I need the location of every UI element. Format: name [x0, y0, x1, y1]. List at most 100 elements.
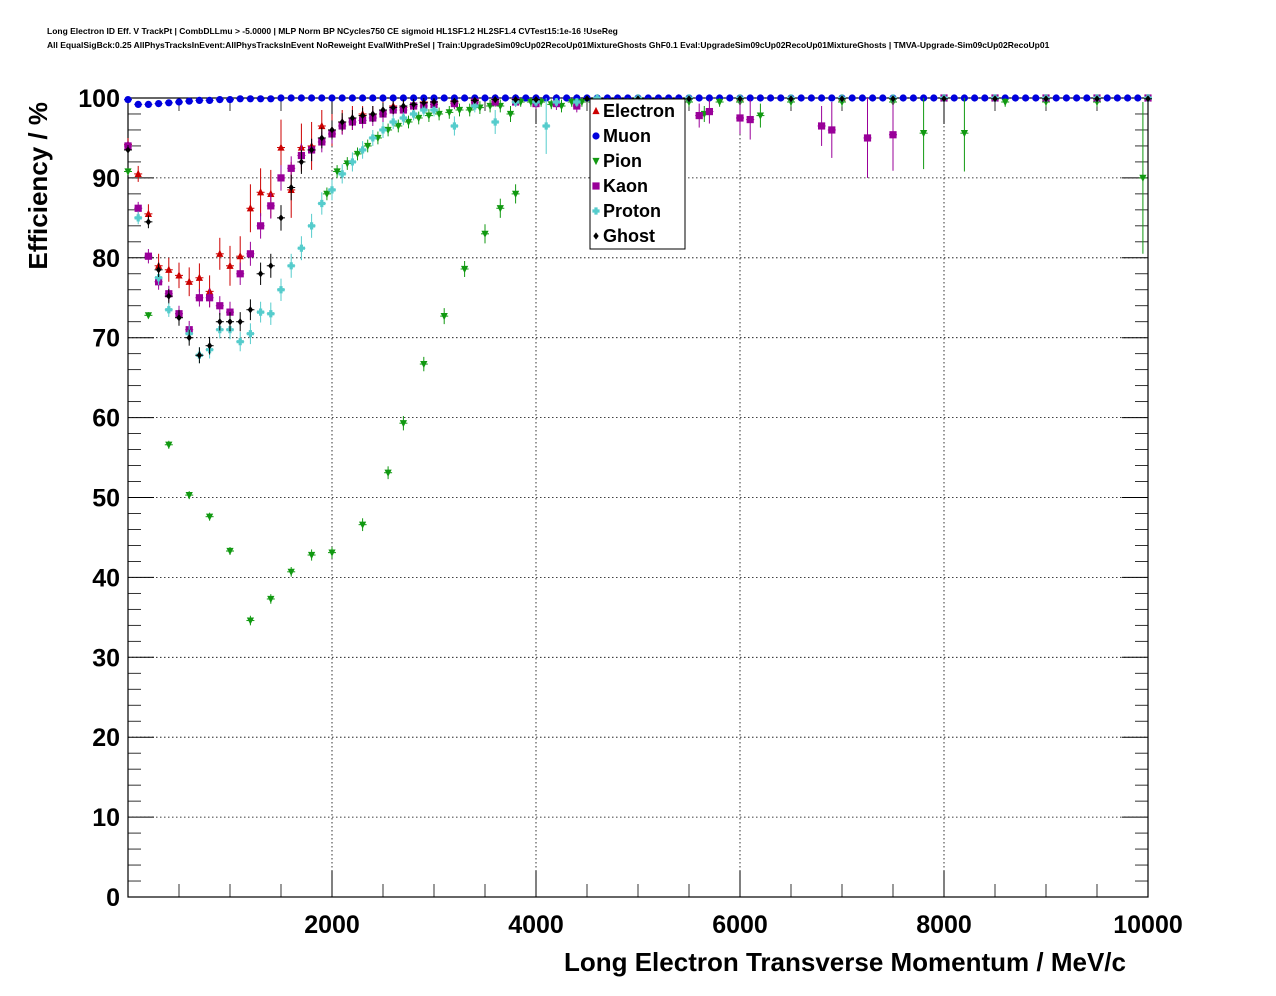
- muon-point: [124, 95, 132, 104]
- electron-point: [134, 169, 142, 178]
- pion-point: [435, 110, 443, 119]
- pion-point: [165, 441, 173, 449]
- legend-label-ghost: Ghost: [603, 226, 655, 246]
- pion-point: [206, 513, 214, 521]
- ghost-point: [431, 98, 437, 106]
- electron-point: [195, 273, 203, 281]
- pion-point: [716, 98, 724, 107]
- legend-marker-kaon: [592, 182, 600, 190]
- series-ghost: [124, 95, 1152, 364]
- muon-point: [165, 99, 173, 107]
- ghost-point: [737, 95, 743, 103]
- muon-point: [563, 94, 571, 102]
- proton-point: [552, 98, 560, 106]
- proton-point: [573, 98, 581, 106]
- pion-point: [267, 595, 275, 604]
- muon-point: [389, 94, 397, 102]
- muon-point: [767, 94, 775, 102]
- proton-point: [267, 310, 275, 318]
- kaon-point: [246, 250, 254, 258]
- pion-point: [144, 312, 152, 320]
- proton-point: [236, 338, 244, 346]
- proton-point: [297, 244, 305, 252]
- pion-point: [496, 205, 504, 213]
- muon-point: [1022, 94, 1030, 102]
- ghost-point: [788, 95, 794, 103]
- ghost-point: [686, 95, 692, 103]
- y-tick-label: 80: [92, 245, 120, 273]
- muon-point: [1073, 94, 1081, 102]
- muon-point: [1083, 94, 1091, 102]
- ghost-point: [380, 106, 386, 114]
- proton-point: [246, 330, 254, 338]
- proton-point: [399, 114, 407, 122]
- pion-point: [124, 168, 132, 176]
- proton-point: [257, 308, 265, 316]
- ghost-point: [421, 99, 427, 107]
- pion-point: [308, 551, 316, 560]
- ghost-point: [349, 114, 356, 122]
- pion-point: [787, 98, 795, 107]
- muon-point: [155, 99, 163, 108]
- x-tick-label: 4000: [508, 911, 564, 939]
- proton-point: [593, 94, 601, 102]
- muon-point: [297, 94, 305, 102]
- muon-point: [359, 94, 367, 102]
- kaon-point: [828, 126, 836, 134]
- muon-point: [879, 94, 887, 102]
- y-tick-label: 100: [78, 85, 120, 113]
- ghost-point: [390, 103, 396, 112]
- pion-point: [440, 313, 448, 321]
- muon-point: [909, 94, 918, 102]
- pion-point: [415, 114, 423, 123]
- proton-point: [369, 134, 377, 142]
- pion-point: [399, 420, 407, 428]
- ghost-point: [533, 95, 539, 104]
- legend-label-pion: Pion: [603, 151, 642, 171]
- kaon-point: [889, 131, 897, 139]
- proton-point: [348, 158, 356, 166]
- ghost-point: [247, 306, 254, 314]
- muon-point: [899, 94, 907, 102]
- muon-point: [950, 94, 958, 102]
- muon-point: [971, 94, 979, 102]
- electron-point: [185, 277, 193, 285]
- kaon-point: [144, 252, 152, 260]
- ghost-point: [186, 334, 192, 342]
- pion-point: [185, 492, 193, 500]
- proton-point: [379, 126, 387, 134]
- ghost-point: [298, 158, 305, 166]
- legend-marker-ghost: [593, 232, 599, 240]
- pion-point: [481, 230, 489, 238]
- muon-point: [369, 94, 377, 102]
- pion-point: [455, 106, 464, 115]
- pion-point: [246, 617, 254, 625]
- proton-point: [410, 110, 418, 118]
- electron-point: [175, 271, 183, 279]
- pion-point: [226, 547, 234, 556]
- muon-point: [828, 94, 836, 102]
- kaon-point: [206, 294, 214, 302]
- pion-point: [838, 98, 846, 107]
- muon-point: [481, 94, 489, 102]
- proton-point: [318, 199, 326, 208]
- muon-point: [287, 94, 295, 102]
- muon-point: [981, 94, 989, 102]
- muon-point: [1052, 94, 1060, 102]
- proton-point: [491, 118, 499, 126]
- muon-point: [185, 97, 193, 105]
- ghost-point: [512, 95, 519, 104]
- muon-point: [308, 94, 316, 102]
- ghost-point: [176, 314, 182, 322]
- muon-point: [797, 94, 805, 102]
- muon-point: [226, 95, 234, 104]
- electron-point: [216, 249, 224, 257]
- ghost-point: [400, 102, 407, 110]
- x-axis-title: Long Electron Transverse Momentum / MeV/…: [564, 947, 1126, 977]
- proton-point: [471, 102, 479, 110]
- muon-point: [257, 95, 265, 103]
- proton-point: [359, 146, 367, 154]
- muon-point: [216, 95, 224, 104]
- muon-point: [318, 94, 326, 102]
- grid: [128, 98, 1148, 897]
